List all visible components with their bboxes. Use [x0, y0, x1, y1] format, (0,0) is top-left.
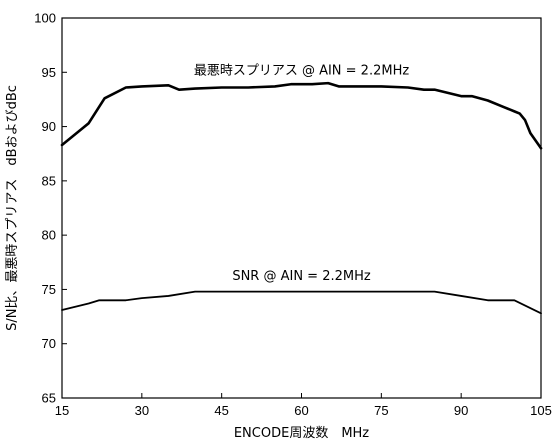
y-axis-title: S/N比、最悪時スプリアス dBおよびdBc	[5, 85, 20, 331]
x-axis: 15 30 45 60 75 90 105	[55, 393, 552, 418]
x-tick-label: 15	[55, 403, 69, 418]
annotation-layer: 最悪時スプリアス @ AIN = 2.2MHz SNR @ AIN = 2.2MH…	[188, 62, 415, 285]
annotation-background	[188, 62, 415, 80]
x-tick-label: 45	[214, 403, 228, 418]
series-line-spurious	[60, 81, 543, 150]
x-axis-title: ENCODE周波数 MHz	[234, 426, 369, 441]
y-tick-label: 85	[42, 173, 56, 188]
x-tick-label: 75	[374, 403, 388, 418]
series-layer	[60, 81, 543, 315]
annotation-label: SNR @ AIN = 2.2MHz	[232, 269, 371, 284]
x-tick-label: 30	[135, 403, 149, 418]
annotation-label: 最悪時スプリアス @ AIN = 2.2MHz	[194, 64, 410, 79]
annotation-background	[227, 267, 376, 285]
y-tick-label: 80	[42, 228, 56, 243]
series-line-snr	[61, 290, 542, 315]
y-tick-label: 70	[42, 336, 56, 351]
x-tick-label: 105	[530, 403, 552, 418]
x-tick-label: 60	[294, 403, 308, 418]
y-tick-label: 100	[34, 11, 56, 26]
y-tick-label: 90	[42, 119, 56, 134]
plot-area	[61, 17, 542, 399]
y-axis: 65 70 75 80 85 90 95 100	[34, 11, 67, 406]
x-tick-label: 90	[454, 403, 468, 418]
y-tick-label: 65	[42, 391, 56, 406]
y-tick-label: 95	[42, 65, 56, 80]
y-tick-label: 75	[42, 282, 56, 297]
